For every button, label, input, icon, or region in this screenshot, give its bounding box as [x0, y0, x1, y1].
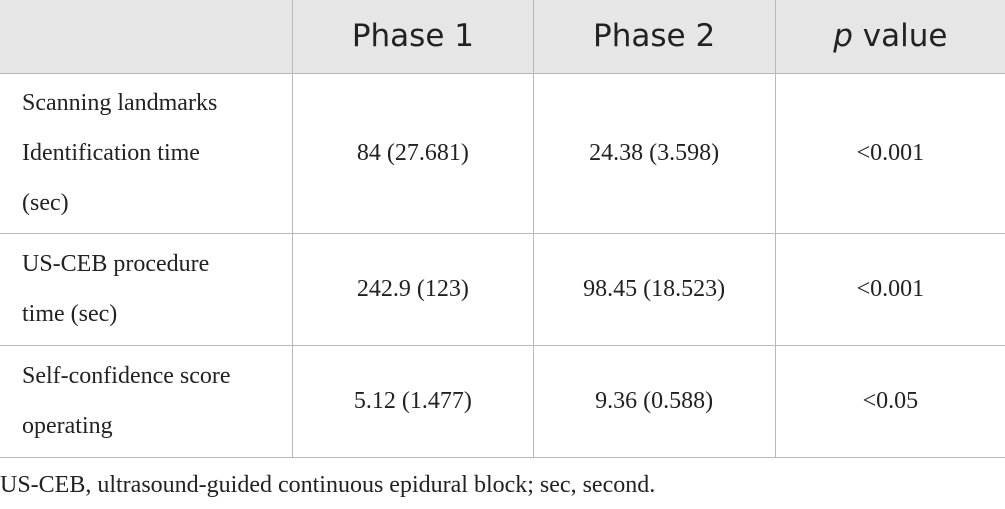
label-line: Self-confidence score [22, 363, 231, 389]
table-cell: <0.05 [774, 344, 1005, 458]
table-cell: 5.12 (1.477) [292, 344, 534, 458]
p-symbol: p [833, 18, 853, 55]
table-cell: 24.38 (3.598) [532, 72, 776, 234]
header-row: Phase 1 Phase 2 p value [0, 0, 1005, 74]
row-label: Self-confidence score operating [0, 344, 294, 458]
table-cell: <0.001 [774, 72, 1005, 234]
row-label: Scanning landmarks Identification time (se… [0, 72, 294, 234]
header-cell: Phase 1 [292, 0, 534, 74]
table-cell: 84 (27.681) [292, 72, 534, 234]
label-line: Scanning landmarks [22, 90, 218, 116]
table-row: Scanning landmarks Identification time (se… [0, 72, 1005, 234]
header-cell: Phase 2 [532, 0, 776, 74]
label-line: (sec) [22, 190, 69, 216]
label-line: US-CEB procedure [22, 251, 210, 277]
table-body: Scanning landmarks Identification time (se… [0, 72, 1005, 458]
data-table: Phase 1 Phase 2 p value Scanning landmar… [0, 0, 1005, 458]
label-line: Identification time [22, 140, 200, 166]
table-cell: <0.001 [774, 232, 1005, 346]
table-row: Self-confidence score operating 5.12 (1.47… [0, 344, 1005, 458]
label-line: time (sec) [22, 301, 118, 327]
table-cell: 242.9 (123) [292, 232, 534, 346]
header-cell [0, 0, 294, 74]
footnote: US-CEB, ultrasound-guided continuous epi… [0, 472, 656, 498]
table-cell: 98.45 (18.523) [532, 232, 776, 346]
p-text: value [862, 18, 948, 55]
table-row: US-CEB procedure time (sec) 242.9 (123) 98.… [0, 232, 1005, 346]
table-cell: 9.36 (0.588) [532, 344, 776, 458]
header-cell: p value [774, 0, 1005, 74]
label-line: operating [22, 413, 113, 439]
row-label: US-CEB procedure time (sec) [0, 232, 294, 346]
